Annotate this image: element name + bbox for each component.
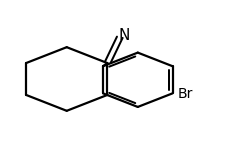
- Text: N: N: [118, 28, 129, 43]
- Text: Br: Br: [177, 87, 192, 101]
